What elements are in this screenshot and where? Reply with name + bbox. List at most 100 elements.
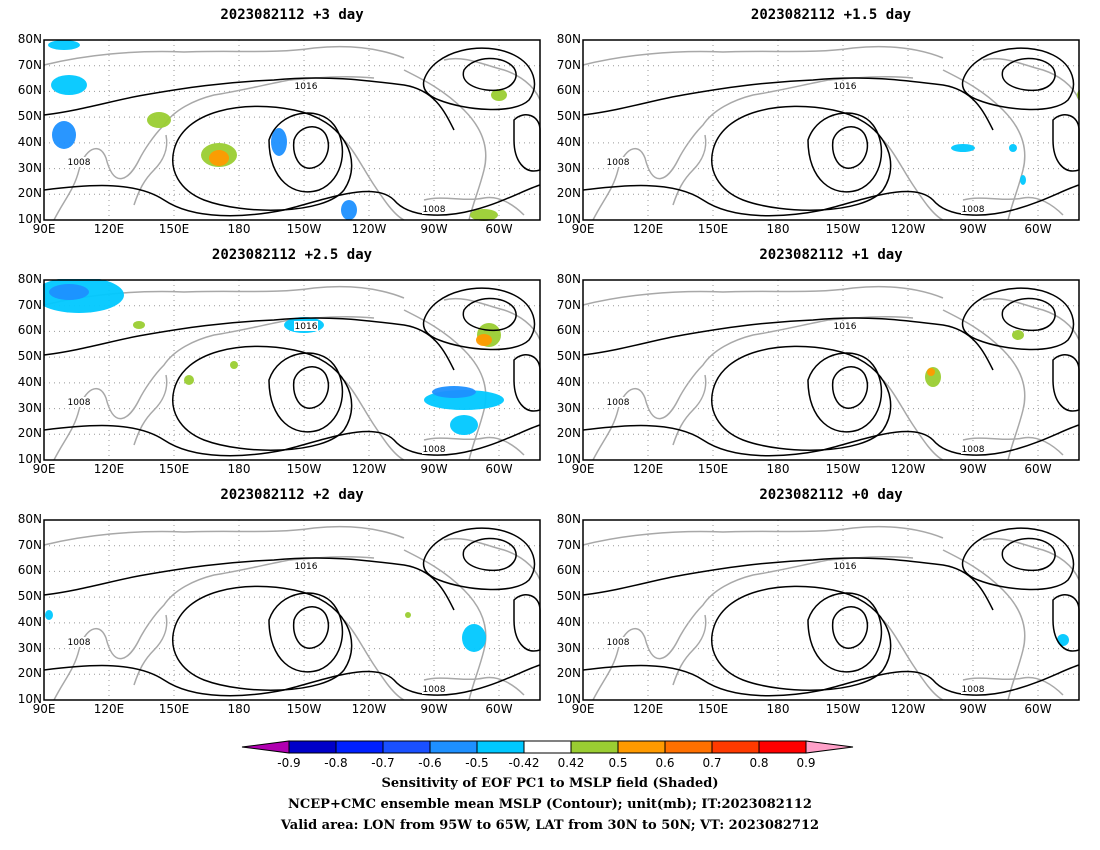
lon-label: 180 [766,462,790,476]
map-plot: 1008 1016 1008 [582,39,1080,221]
lat-label: 60N [556,323,581,338]
lat-label: 20N [17,666,42,681]
colorbar-segment [382,740,431,754]
contour-label: 1016 [295,82,318,92]
colorbar-tick-label: 0.6 [655,756,675,770]
lon-label: 60W [485,462,513,476]
lon-label: 90W [420,702,448,716]
lon-label: 150E [158,222,190,236]
lat-label: 50N [17,349,42,364]
contour-label: 1016 [834,82,857,92]
caption-line-3: Valid area: LON from 95W to 65W, LAT fro… [280,818,820,833]
lon-label: 120E [93,462,125,476]
contour-label: 1008 [962,445,985,455]
lat-label: 50N [556,349,581,364]
lat-label: 30N [17,640,42,655]
lat-label: 10N [556,452,581,466]
contour-label: 1016 [834,322,857,332]
lon-label: 60W [1024,222,1052,236]
lon-label: 60W [485,222,513,236]
lon-label: 150W [286,462,322,476]
colorbar-right-arrow [805,740,854,754]
colorbar-tick-label: -0.5 [465,756,489,770]
lon-label: 60W [1024,462,1052,476]
lat-label: 70N [17,297,42,312]
lat-label: 70N [556,537,581,552]
colorbar-tick-label: -0.7 [371,756,395,770]
lon-label: 120W [351,222,387,236]
lat-label: 30N [556,640,581,655]
lat-label: 20N [556,426,581,441]
lat-label: 20N [17,426,42,441]
lat-label: 80N [556,512,581,526]
contour-label: 1008 [607,158,630,168]
lon-label: 60W [1024,702,1052,716]
lat-label: 20N [17,186,42,201]
colorbar-segment [758,740,807,754]
colorbar-tick-label: -0.6 [418,756,442,770]
lat-label: 50N [556,109,581,124]
lat-label: 40N [17,134,42,149]
lat-label: 60N [556,83,581,98]
lon-label: 90W [959,462,987,476]
lat-label: 60N [17,323,42,338]
contour-label: 1016 [295,562,318,572]
lat-label: 10N [17,212,42,226]
lon-label: 120E [632,222,664,236]
lon-label: 120W [890,462,926,476]
lon-label: 90E [32,222,56,236]
contour-label: 1008 [423,445,446,455]
map-plot: 1008 1016 1008 [43,519,541,701]
contour-label: 1008 [68,158,91,168]
lon-label: 120E [93,222,125,236]
lon-label: 90W [959,702,987,716]
lat-label: 80N [556,32,581,46]
colorbar-segment [711,740,760,754]
colorbar-segment [476,740,525,754]
colorbar-left-arrow [241,740,290,754]
colorbar-segment [570,740,619,754]
lat-label: 10N [556,692,581,706]
lat-label: 80N [556,272,581,286]
lat-label: 40N [556,614,581,629]
lat-label: 20N [556,666,581,681]
lat-label: 60N [17,83,42,98]
panel-title: 2023082112 +2.5 day [211,247,373,263]
contour-label: 1008 [607,638,630,648]
lat-label: 10N [556,212,581,226]
lat-label: 50N [17,109,42,124]
panel-title: 2023082112 +2 day [220,487,364,503]
contour-label: 1016 [295,322,318,332]
lat-label: 30N [556,160,581,175]
lon-label: 120E [632,702,664,716]
colorbar-tick-label: 0.42 [557,756,585,770]
contour-label: 1008 [962,205,985,215]
lon-label: 120W [890,222,926,236]
lon-label: 150E [697,702,729,716]
contour-label: 1008 [607,398,630,408]
lon-label: 150W [825,462,861,476]
contour-label: 1016 [834,562,857,572]
caption-line-1: Sensitivity of EOF PC1 to MSLP field (Sh… [381,776,719,791]
lon-label: 60W [485,702,513,716]
panel-title: 2023082112 +3 day [220,7,364,23]
contour-label: 1008 [68,398,91,408]
lon-label: 90E [571,222,595,236]
contour-label: 1008 [962,685,985,695]
panel-title: 2023082112 +0 day [759,487,903,503]
colorbar-segment [429,740,478,754]
lon-label: 90E [571,702,595,716]
colorbar-segment [617,740,666,754]
contour-label: 1008 [68,638,91,648]
contour-label: 1008 [423,205,446,215]
lat-label: 80N [17,272,42,286]
lon-label: 120W [351,462,387,476]
lon-label: 90W [959,222,987,236]
lat-label: 30N [17,160,42,175]
lat-label: 80N [17,32,42,46]
colorbar-tick-label: -0.9 [277,756,301,770]
lon-label: 180 [766,702,790,716]
lon-label: 120W [890,702,926,716]
lon-label: 180 [227,462,251,476]
lat-label: 70N [17,537,42,552]
